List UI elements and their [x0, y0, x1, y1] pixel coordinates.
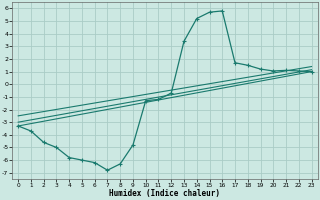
X-axis label: Humidex (Indice chaleur): Humidex (Indice chaleur) — [109, 189, 220, 198]
